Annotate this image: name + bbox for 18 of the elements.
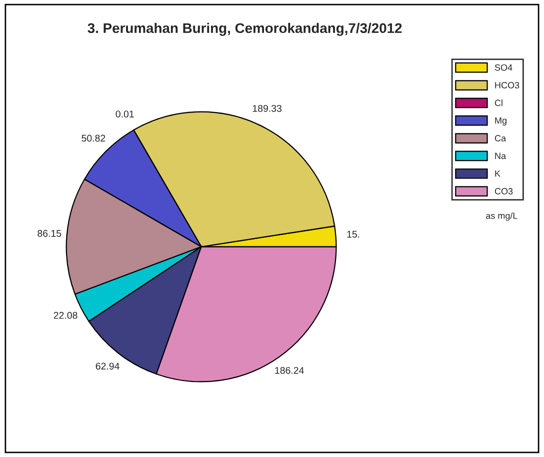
legend-label: K: [495, 170, 500, 177]
legend-label: Mg: [495, 117, 506, 126]
legend-label: Na: [495, 152, 506, 160]
data-label: 186.24: [275, 366, 304, 374]
data-label: 0.01: [116, 110, 134, 118]
data-label: 189.33: [252, 104, 282, 112]
data-label: 86.15: [38, 230, 62, 237]
legend-label: SO4: [494, 64, 512, 71]
data-label: 22.08: [54, 312, 78, 319]
text: as mg/L: [486, 212, 518, 221]
data-label: 62.94: [96, 362, 120, 370]
data-label: 15.: [347, 230, 360, 238]
legend-label: Ca: [494, 135, 506, 142]
data-label: 50.82: [82, 134, 106, 142]
chart-title: 3. Perumahan Buring, Cemorokandang,7/3/2012: [88, 22, 402, 36]
legend-label: CO3: [494, 188, 513, 194]
legend-label: HCO3: [495, 82, 520, 88]
legend-label: Cl: [494, 99, 502, 106]
